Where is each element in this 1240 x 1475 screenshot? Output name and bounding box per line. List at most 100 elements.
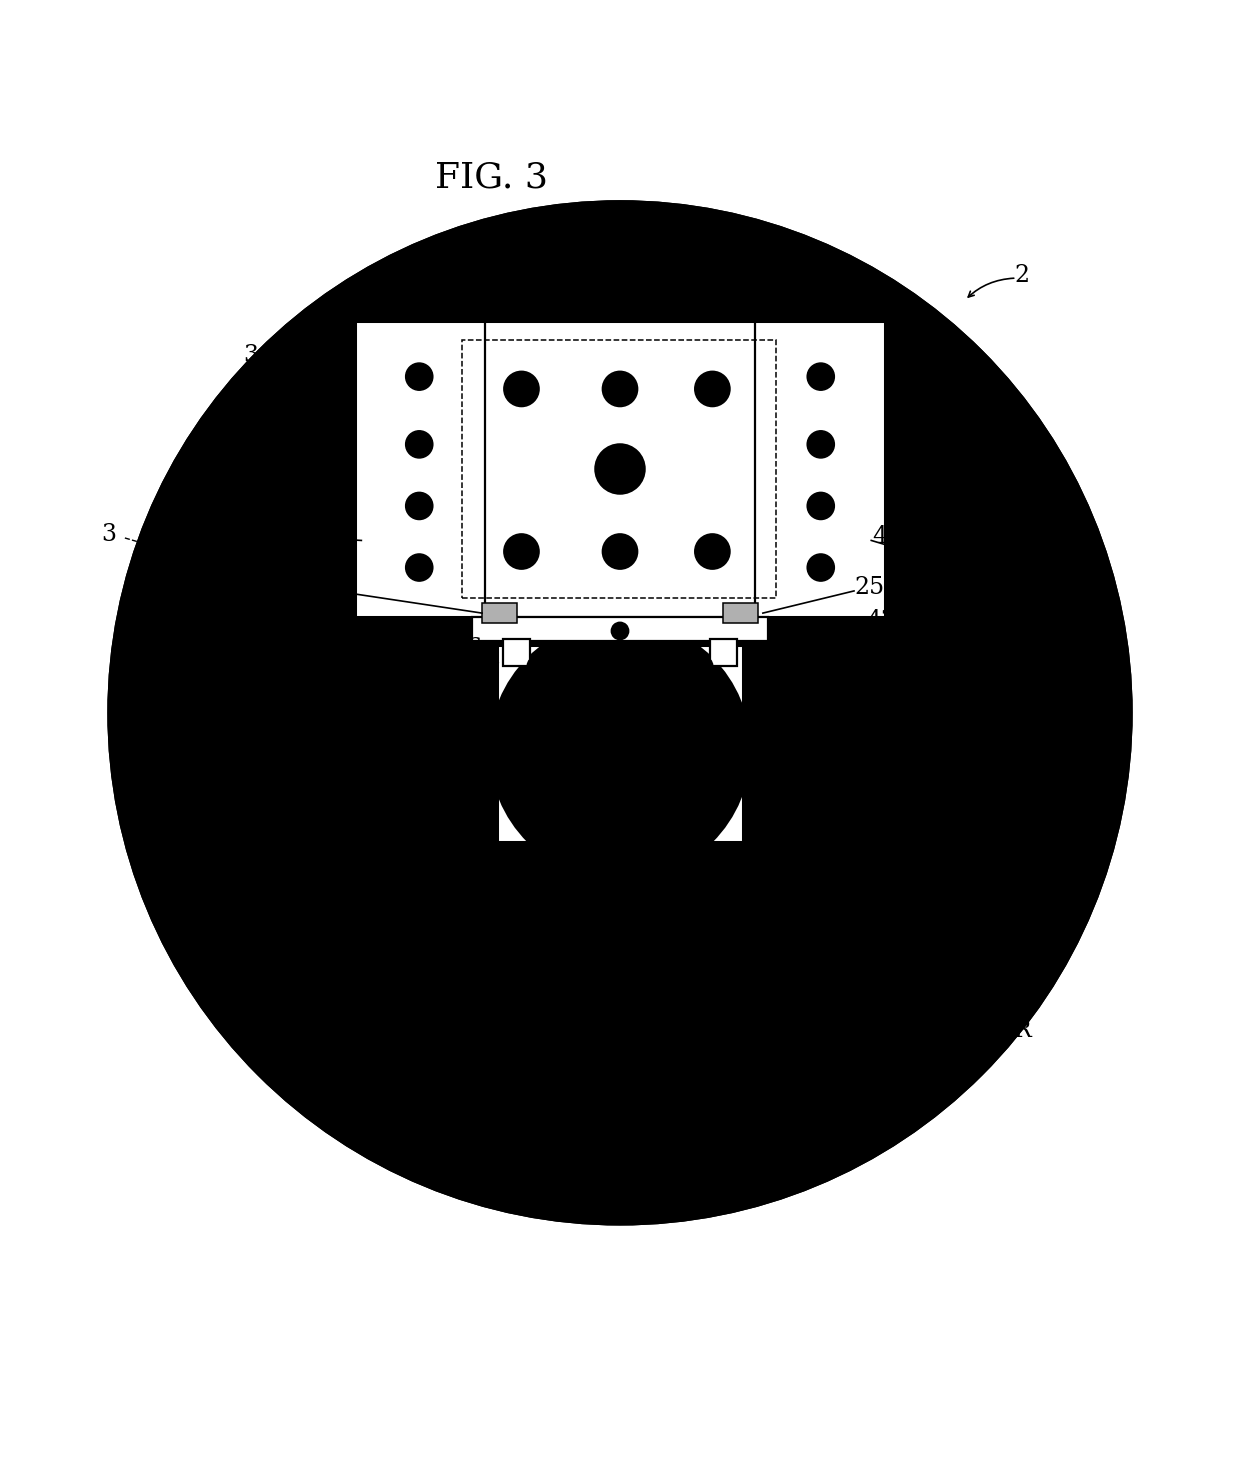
Circle shape	[170, 264, 1070, 1162]
Circle shape	[663, 1087, 680, 1103]
Text: R: R	[1014, 1019, 1032, 1043]
Text: 3: 3	[557, 239, 572, 263]
Circle shape	[804, 947, 820, 963]
Circle shape	[405, 431, 433, 457]
Text: 25: 25	[854, 575, 884, 599]
Circle shape	[807, 493, 835, 519]
Circle shape	[512, 642, 728, 858]
Circle shape	[408, 1016, 424, 1032]
Circle shape	[527, 825, 544, 842]
Circle shape	[593, 876, 832, 1115]
Circle shape	[434, 835, 450, 851]
Circle shape	[663, 889, 680, 906]
Circle shape	[696, 372, 729, 406]
Circle shape	[134, 226, 1106, 1199]
Circle shape	[527, 658, 544, 674]
Circle shape	[618, 901, 807, 1092]
Bar	[482, 603, 517, 622]
Text: 7: 7	[606, 233, 621, 257]
Circle shape	[383, 957, 399, 974]
Circle shape	[929, 842, 945, 858]
Text: 6: 6	[466, 637, 481, 661]
Circle shape	[109, 202, 1131, 1224]
Circle shape	[595, 444, 645, 494]
Text: 42: 42	[867, 609, 897, 631]
Circle shape	[696, 658, 713, 674]
Text: 4: 4	[434, 233, 449, 257]
Circle shape	[195, 288, 1045, 1137]
Circle shape	[273, 796, 438, 962]
Circle shape	[434, 907, 450, 923]
Circle shape	[807, 431, 835, 457]
Circle shape	[250, 774, 460, 984]
Circle shape	[405, 555, 433, 581]
Circle shape	[606, 1016, 622, 1032]
Circle shape	[815, 839, 918, 943]
Text: 61: 61	[533, 671, 564, 693]
Bar	[503, 639, 529, 667]
Circle shape	[533, 664, 707, 836]
Circle shape	[787, 925, 804, 941]
Circle shape	[505, 372, 538, 406]
Circle shape	[795, 820, 937, 963]
Text: M: M	[604, 729, 636, 760]
Text: 3: 3	[243, 344, 258, 367]
Circle shape	[696, 825, 713, 842]
Circle shape	[182, 276, 1058, 1150]
Circle shape	[505, 534, 538, 569]
Circle shape	[807, 555, 835, 581]
Circle shape	[730, 742, 748, 758]
Circle shape	[294, 817, 417, 941]
Circle shape	[492, 742, 510, 758]
Circle shape	[420, 889, 610, 1078]
Circle shape	[405, 363, 433, 391]
Circle shape	[383, 785, 399, 801]
Text: 2f: 2f	[647, 242, 671, 266]
Circle shape	[605, 947, 621, 963]
Circle shape	[606, 935, 622, 951]
Text: FIG. 3: FIG. 3	[435, 161, 548, 195]
Bar	[355, 322, 885, 617]
Circle shape	[774, 799, 959, 984]
Circle shape	[807, 363, 835, 391]
Circle shape	[311, 957, 327, 974]
Circle shape	[611, 860, 629, 878]
Circle shape	[641, 925, 784, 1068]
Text: 22: 22	[790, 242, 820, 266]
Text: 2: 2	[1014, 264, 1029, 288]
Circle shape	[929, 925, 945, 941]
Bar	[711, 639, 737, 667]
Circle shape	[444, 913, 587, 1055]
Circle shape	[858, 965, 874, 981]
Text: 25: 25	[269, 575, 299, 599]
Bar	[497, 645, 743, 842]
Text: 41: 41	[873, 525, 903, 549]
Circle shape	[745, 1087, 761, 1103]
Circle shape	[696, 534, 729, 569]
Circle shape	[745, 889, 761, 906]
Circle shape	[396, 864, 635, 1103]
Bar	[723, 603, 758, 622]
Bar	[472, 617, 768, 642]
Circle shape	[408, 935, 424, 951]
Circle shape	[787, 842, 804, 858]
Circle shape	[804, 1030, 820, 1046]
Circle shape	[611, 622, 629, 640]
Circle shape	[858, 801, 874, 817]
Circle shape	[491, 621, 749, 879]
Circle shape	[605, 1030, 621, 1046]
Text: 41: 41	[244, 525, 274, 549]
Circle shape	[260, 835, 277, 851]
Circle shape	[466, 1075, 482, 1091]
Circle shape	[548, 1075, 564, 1091]
Circle shape	[260, 907, 277, 923]
Bar	[463, 339, 776, 599]
Text: 3: 3	[102, 522, 117, 546]
Circle shape	[548, 876, 564, 892]
Circle shape	[603, 372, 637, 406]
Circle shape	[405, 493, 433, 519]
PathPatch shape	[4, 121, 1236, 1354]
Circle shape	[466, 876, 482, 892]
Circle shape	[603, 534, 637, 569]
Circle shape	[311, 785, 327, 801]
